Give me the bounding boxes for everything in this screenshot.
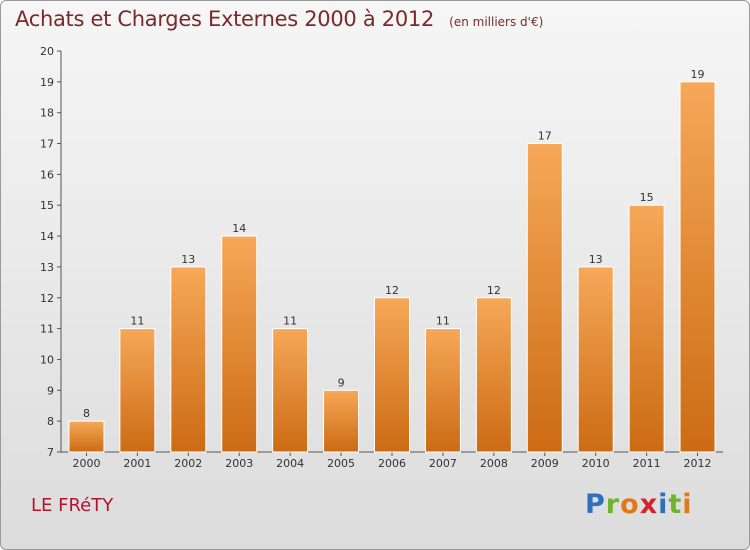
bar-2011 [628, 204, 665, 453]
x-tick-label: 2001 [123, 457, 151, 470]
x-tick-label: 2002 [174, 457, 202, 470]
x-tick-label: 2003 [225, 457, 253, 470]
y-tick-label: 19 [40, 76, 54, 89]
chart-title: Achats et Charges Externes 2000 à 2012 [15, 7, 435, 31]
bar-labels: 8 11 13 14 11 9 12 11 12 17 13 15 19 [83, 68, 705, 420]
y-tick-label: 9 [47, 384, 54, 397]
title-block: Achats et Charges Externes 2000 à 2012 (… [15, 7, 543, 31]
logo-letter: P [585, 489, 606, 520]
x-tick-label: 2012 [684, 457, 712, 470]
y-tick-label: 12 [40, 292, 54, 305]
logo-letter: i [682, 489, 693, 520]
y-tick-label: 18 [40, 107, 54, 120]
bar-2000 [68, 420, 105, 453]
logo-letter: r [605, 489, 621, 520]
y-tick-label: 8 [47, 415, 54, 428]
y-tick-label: 17 [40, 138, 54, 151]
commune-name: LE FRéTY [31, 495, 114, 516]
y-tick-label: 20 [40, 45, 54, 58]
bar-2007 [424, 328, 461, 453]
bar-2006 [374, 297, 410, 453]
data-label-2004: 11 [283, 315, 297, 328]
x-tick-label: 2004 [276, 457, 304, 470]
logo-letter: o [620, 489, 640, 520]
bar-2004 [272, 328, 309, 453]
x-tick-label: 2005 [327, 457, 355, 470]
data-label-2000: 8 [83, 407, 90, 420]
logo-letter: i [658, 489, 669, 520]
chart-subtitle: (en milliers d'€) [449, 15, 544, 29]
bar-2010 [577, 266, 614, 453]
x-tick-label: 2007 [429, 457, 457, 470]
bars [68, 81, 716, 453]
y-tick-label: 10 [40, 353, 54, 366]
x-tick-label: 2010 [582, 457, 610, 470]
bar-2012 [679, 81, 716, 453]
x-tick-label: 2011 [633, 457, 661, 470]
y-tick-label: 11 [40, 323, 54, 336]
bar-2003 [221, 235, 258, 453]
y-tick-label: 13 [40, 261, 54, 274]
logo-letter: x [639, 489, 659, 520]
bar-2005 [323, 389, 360, 453]
y-tick-label: 16 [40, 168, 54, 181]
x-tick-label: 2008 [480, 457, 508, 470]
data-label-2003: 14 [232, 222, 246, 235]
bar-2002 [170, 266, 207, 453]
data-label-2002: 13 [181, 253, 195, 266]
x-tick-label: 2000 [72, 457, 100, 470]
data-label-2012: 19 [691, 68, 705, 81]
data-label-2010: 13 [589, 253, 603, 266]
bar-2009 [526, 143, 563, 453]
data-label-2009: 17 [538, 130, 552, 143]
data-label-2008: 12 [487, 284, 501, 297]
data-label-2006: 12 [385, 284, 399, 297]
y-tick-label: 7 [47, 446, 54, 459]
bar-2001 [119, 328, 156, 453]
proxiti-logo: Proxiti [585, 489, 693, 520]
data-label-2007: 11 [436, 315, 450, 328]
data-label-2011: 15 [640, 191, 654, 204]
logo-letter: t [668, 489, 683, 520]
axes: 7 8 9 10 11 12 13 14 15 16 17 18 19 20 2000 2001 2002 200… [40, 45, 723, 470]
data-label-2005: 9 [338, 376, 345, 389]
x-tick-label: 2006 [378, 457, 406, 470]
bar-2008 [475, 297, 512, 453]
y-tick-label: 15 [40, 199, 54, 212]
x-tick-label: 2009 [531, 457, 559, 470]
data-label-2001: 11 [130, 315, 144, 328]
y-tick-label: 14 [40, 230, 54, 243]
